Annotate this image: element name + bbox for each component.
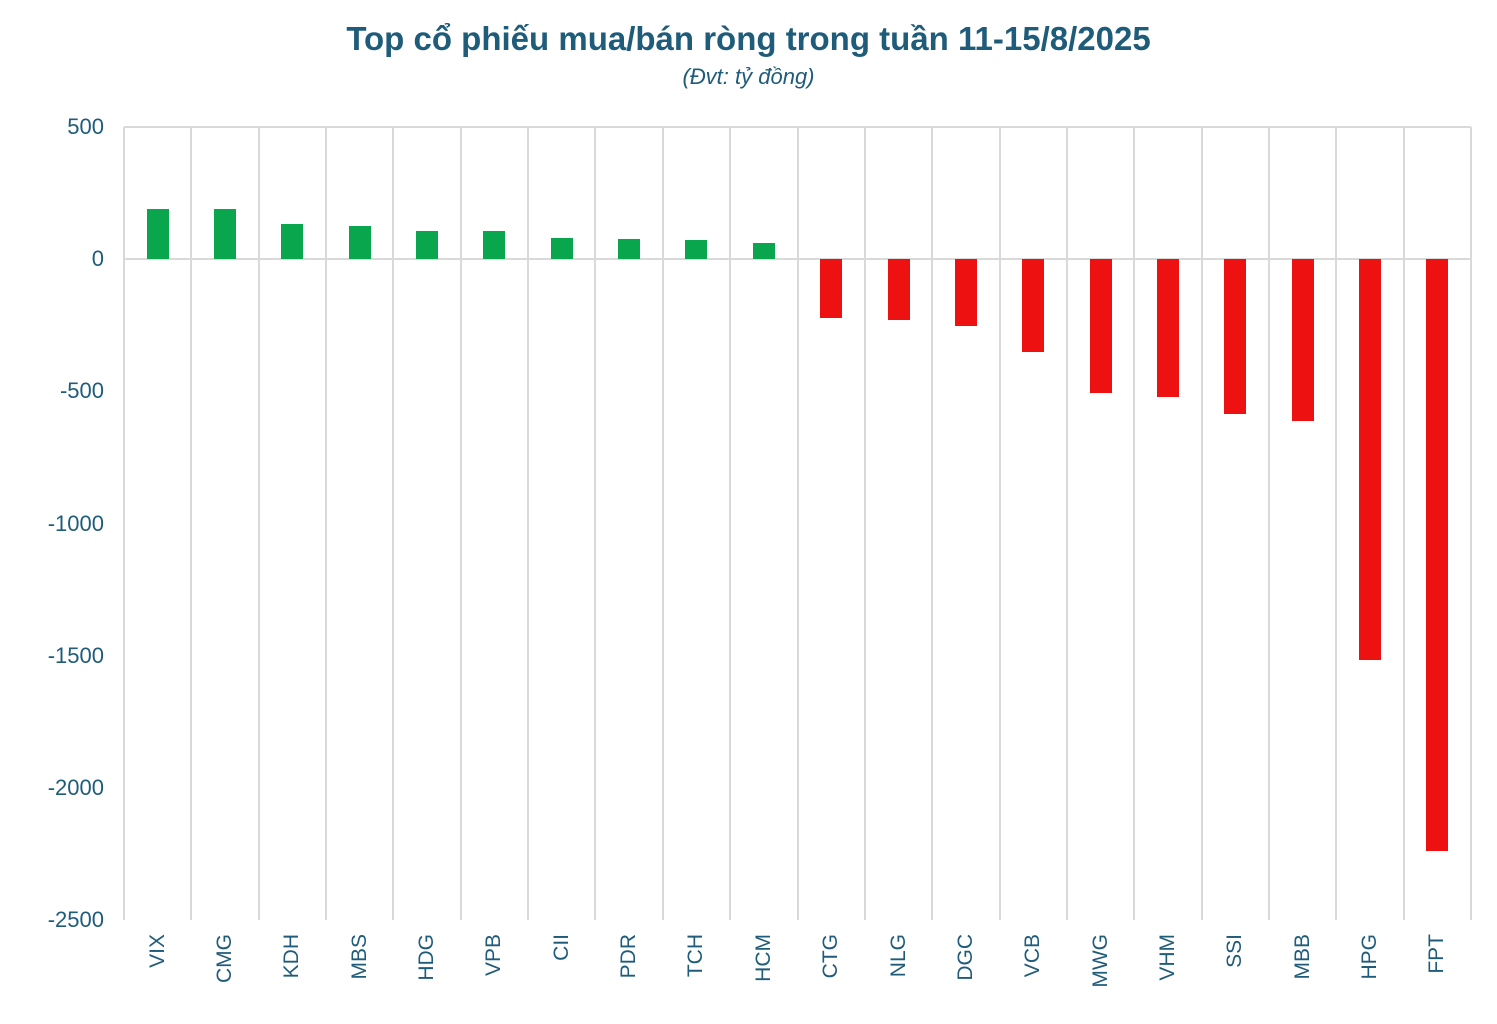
x-axis-label-ssi: SSI (1223, 934, 1247, 968)
x-axis-label-hcm: HCM (751, 934, 775, 982)
vertical-gridline (459, 127, 462, 920)
vertical-gridline (1402, 127, 1405, 920)
chart-unit-label: (Đvt: tỷ đồng) (682, 64, 815, 89)
x-axis-label-ctg: CTG (819, 934, 843, 979)
vertical-gridline (392, 127, 395, 920)
y-axis-label: -1000 (47, 510, 104, 536)
bar-vpb (483, 231, 506, 260)
x-axis-label-vhm: VHM (1155, 934, 1179, 981)
vertical-gridline (1267, 127, 1270, 920)
x-axis-label-mbb: MBB (1290, 934, 1314, 980)
x-axis-label-nlg: NLG (886, 934, 910, 978)
vertical-gridline (863, 127, 866, 920)
bar-pdr (618, 239, 641, 260)
y-axis-label: 0 (91, 246, 104, 272)
bar-mbb (1291, 259, 1314, 422)
x-axis-label-hpg: HPG (1357, 934, 1381, 980)
plot-area (123, 126, 1472, 920)
x-axis-label-mbs: MBS (347, 934, 371, 980)
bar-fpt (1426, 259, 1449, 852)
x-axis-label-vix: VIX (145, 934, 169, 968)
bar-nlg (887, 259, 910, 320)
x-axis-label-kdh: KDH (280, 934, 304, 979)
y-axis-label: -500 (59, 378, 104, 404)
vertical-gridline (998, 127, 1001, 920)
bar-dgc (954, 259, 977, 327)
bar-vhm (1156, 259, 1179, 397)
vertical-gridline (1133, 127, 1136, 920)
vertical-gridline (729, 127, 732, 920)
vertical-gridline (931, 127, 934, 920)
x-axis-label-dgc: DGC (953, 934, 977, 981)
bar-vix (146, 209, 169, 260)
bar-kdh (281, 224, 304, 260)
x-axis-label-pdr: PDR (617, 934, 641, 979)
vertical-gridline (796, 127, 799, 920)
y-axis-label: -1500 (47, 642, 104, 668)
bar-ctg (820, 259, 843, 318)
vertical-gridline (325, 127, 328, 920)
bar-cmg (214, 208, 237, 260)
vertical-gridline (527, 127, 530, 920)
vertical-gridline (1470, 127, 1472, 920)
x-axis-label-cii: CII (549, 934, 573, 961)
chart-title: Top cổ phiếu mua/bán ròng trong tuần 11-… (346, 20, 1151, 57)
x-axis-label-hdg: HDG (415, 934, 439, 981)
x-axis-label-tch: TCH (684, 934, 708, 978)
top-gridline (124, 126, 1471, 128)
bar-mwg (1089, 259, 1112, 393)
vertical-gridline (1065, 127, 1068, 920)
bar-hpg (1358, 259, 1381, 661)
bar-hdg (416, 231, 439, 260)
x-axis-label-cmg: CMG (213, 934, 237, 983)
x-axis-label-vpb: VPB (482, 934, 506, 977)
vertical-gridline (594, 127, 597, 920)
y-axis-label: 500 (67, 114, 104, 139)
y-axis-label: -2000 (47, 774, 104, 800)
x-axis-label-fpt: FPT (1425, 934, 1449, 974)
vertical-gridline (661, 127, 664, 920)
bar-mbs (348, 225, 371, 260)
vertical-gridline (190, 127, 193, 920)
bar-cii (550, 237, 573, 260)
bar-ssi (1224, 259, 1247, 414)
zero-line (124, 258, 1471, 261)
x-axis-label-vcb: VCB (1021, 934, 1045, 978)
y-axis-label: -2500 (47, 907, 104, 932)
vertical-gridline (123, 127, 125, 920)
x-axis-label-mwg: MWG (1088, 934, 1112, 988)
vertical-gridline (1200, 127, 1203, 920)
bar-tch (685, 240, 708, 260)
vertical-gridline (1335, 127, 1338, 920)
vertical-gridline (257, 127, 260, 920)
bar-vcb (1022, 259, 1045, 352)
bar-hcm (752, 242, 775, 260)
